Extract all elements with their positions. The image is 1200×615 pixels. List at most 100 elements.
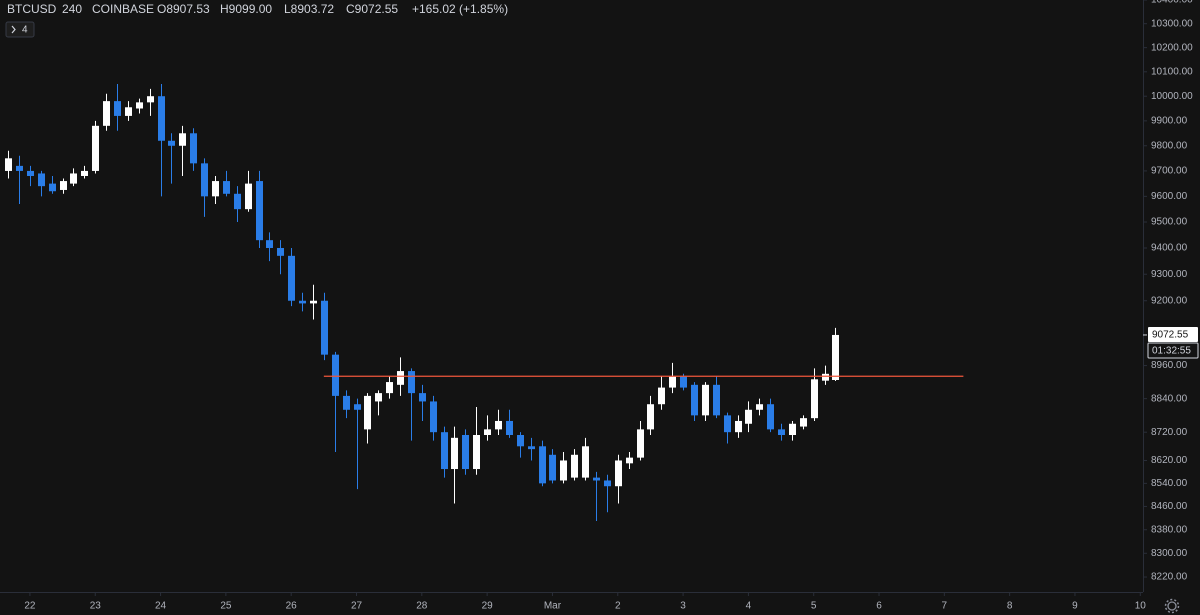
ohlc-close: C9072.55	[346, 2, 398, 16]
candle-body	[147, 96, 154, 103]
x-tick-label: 26	[286, 601, 298, 612]
candle-body	[212, 181, 219, 197]
candle-body	[789, 423, 796, 436]
exchange: COINBASE	[92, 2, 154, 16]
candle-body	[430, 401, 437, 433]
x-tick-label: 29	[482, 601, 494, 612]
candle-body	[114, 101, 121, 116]
candle-body	[582, 446, 589, 478]
y-tick-label: 10100.00	[1151, 66, 1193, 77]
ohlc-change: +165.02 (+1.85%)	[412, 2, 508, 16]
candle-body	[441, 432, 448, 470]
candle-body	[70, 173, 77, 184]
candle-body	[724, 415, 731, 433]
candle-body	[190, 133, 197, 164]
last-price-box	[1148, 326, 1198, 342]
candle-body	[680, 376, 687, 388]
candle-body	[658, 387, 665, 405]
plot-area	[5, 83, 964, 521]
y-tick-label: 9300.00	[1151, 269, 1188, 280]
candle-body	[593, 477, 600, 481]
candle-body	[38, 173, 45, 187]
candle-body	[223, 181, 230, 194]
candle-body	[669, 376, 676, 388]
candle-body	[266, 240, 273, 248]
x-tick-label: 22	[24, 601, 36, 612]
candle-body	[245, 183, 252, 210]
candle-body	[103, 101, 110, 126]
candle-body	[767, 404, 774, 430]
x-tick-label: Mar	[544, 601, 562, 612]
y-tick-label: 9900.00	[1151, 116, 1188, 127]
candle-body	[604, 480, 611, 487]
y-tick-label: 9200.00	[1151, 295, 1188, 306]
candle-body	[528, 446, 535, 450]
candle-body	[27, 170, 34, 176]
x-tick-label: 24	[155, 601, 167, 612]
candle-body	[615, 460, 622, 487]
indicator-toggle[interactable]: 4	[5, 21, 35, 38]
countdown-box	[1147, 342, 1199, 359]
x-tick-label: 2	[615, 601, 621, 612]
candle-body	[81, 170, 88, 176]
interval[interactable]: 240	[62, 2, 82, 16]
symbol[interactable]: BTCUSD	[7, 2, 57, 16]
candle-body	[179, 133, 186, 146]
candle-body	[637, 429, 644, 458]
candle-body	[397, 371, 404, 385]
y-tick-label: 10400.00	[1151, 0, 1193, 6]
indicator-button[interactable]	[5, 21, 35, 38]
y-tick-label: 10200.00	[1151, 42, 1193, 53]
ohlc-high: H9099.00	[220, 2, 272, 16]
candle-body	[386, 382, 393, 394]
candle-body	[321, 300, 328, 355]
y-tick-label: 9800.00	[1151, 140, 1188, 151]
y-tick-label: 8460.00	[1151, 501, 1188, 512]
candle-body	[778, 429, 785, 436]
candle-body	[560, 460, 567, 481]
candle-body	[92, 125, 99, 171]
y-tick-label: 8720.00	[1151, 427, 1188, 438]
candle-body	[201, 163, 208, 197]
candle-body	[5, 158, 12, 171]
candle-body	[136, 102, 143, 109]
y-tick-label: 9400.00	[1151, 243, 1188, 254]
candle-body	[506, 420, 513, 436]
candle-body	[713, 384, 720, 416]
candle-body	[256, 181, 263, 241]
gear-ring	[1167, 601, 1177, 611]
candle-body	[647, 404, 654, 430]
y-tick-label: 8540.00	[1151, 478, 1188, 489]
candle-body	[539, 446, 546, 484]
candle-body	[462, 435, 469, 470]
x-tick-label: 8	[1007, 601, 1013, 612]
settings-icon[interactable]	[1164, 598, 1180, 614]
candle-body	[691, 384, 698, 416]
candle-body	[343, 395, 350, 410]
candle-body	[168, 140, 175, 146]
last-price-label: 9072.55	[1152, 330, 1189, 341]
candle-body	[495, 420, 502, 430]
candle-body	[60, 181, 67, 190]
candle-body	[484, 429, 491, 436]
candle-body	[745, 409, 752, 424]
candle-body	[735, 420, 742, 433]
candle-body	[800, 418, 807, 427]
candle-body	[125, 107, 132, 116]
candle-body	[16, 165, 23, 171]
chevron-icon	[11, 25, 16, 34]
x-tick-label: 28	[416, 601, 428, 612]
x-tick-label: 5	[811, 601, 817, 612]
x-tick-label: 23	[90, 601, 102, 612]
candle-body	[811, 379, 818, 419]
ohlc-open: O8907.53	[157, 2, 210, 16]
y-tick-label: 10300.00	[1151, 18, 1193, 29]
x-tick-label: 4	[746, 601, 752, 612]
x-tick-label: 25	[220, 601, 232, 612]
y-tick-label: 10000.00	[1151, 91, 1193, 102]
candle-body	[517, 435, 524, 447]
gear-teeth	[1164, 598, 1180, 614]
x-tick-label: 9	[1072, 601, 1078, 612]
